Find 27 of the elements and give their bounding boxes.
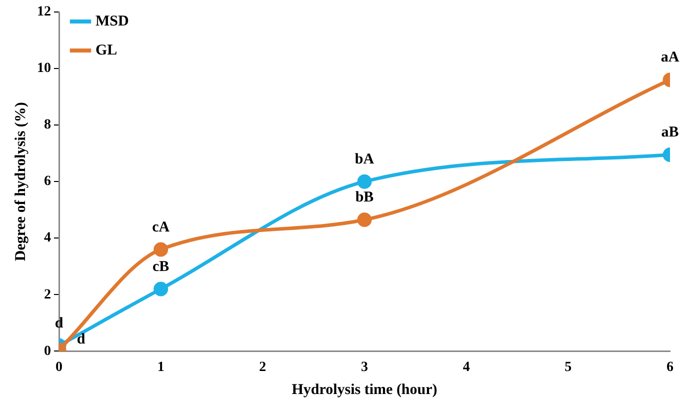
- x-tick-label: 5: [564, 360, 572, 376]
- legend-label: MSD: [96, 13, 129, 30]
- legend-label: GL: [96, 42, 118, 58]
- x-tick-label: 2: [259, 360, 266, 376]
- x-tick-label: 0: [56, 360, 62, 376]
- y-tick-label: 12: [37, 4, 51, 20]
- y-tick-label: 8: [44, 118, 51, 133]
- x-tick-label: 1: [157, 360, 164, 376]
- annotation: d: [54, 315, 64, 332]
- y-axis-title: Degree of hydrolysis (%): [12, 102, 29, 262]
- x-tick-label: 3: [361, 360, 368, 376]
- annotation: aA: [660, 50, 680, 66]
- y-tick-label: 2: [44, 287, 51, 302]
- x-tick-label: 6: [666, 360, 674, 376]
- annotation: bB: [355, 190, 374, 206]
- y-tick-label: 10: [37, 61, 51, 76]
- annotation: bA: [354, 151, 374, 168]
- y-tick-label: 0: [44, 344, 51, 359]
- annotation: d: [76, 332, 86, 348]
- y-tick-label: 6: [44, 174, 51, 190]
- x-axis-title: Hydrolysis time (hour): [292, 382, 438, 398]
- x-tick-label: 4: [462, 360, 470, 376]
- y-tick-label: 4: [44, 230, 51, 246]
- annotation: cB: [152, 258, 170, 275]
- annotation: aB: [661, 124, 679, 141]
- point: [357, 212, 372, 228]
- annotation: cA: [152, 219, 170, 236]
